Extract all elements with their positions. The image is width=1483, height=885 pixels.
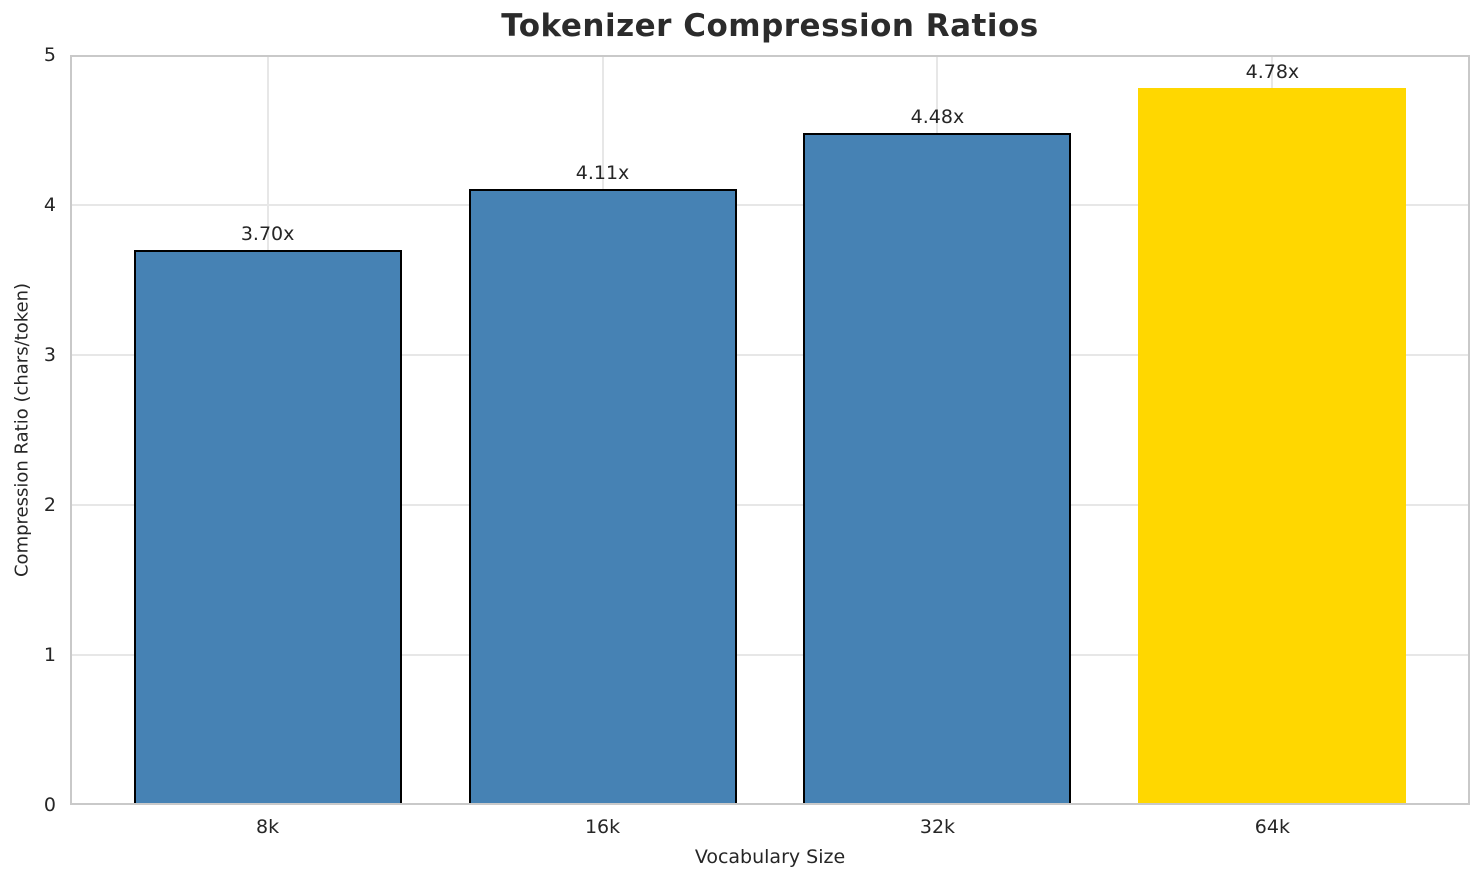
bar-value-label: 4.48x [910, 106, 965, 128]
bar [803, 133, 1072, 805]
gridline-horizontal [70, 204, 1470, 206]
y-axis-label: Compression Ratio (chars/token) [11, 282, 33, 578]
y-tick-label: 3 [43, 344, 56, 366]
x-tick-label: 64k [1254, 816, 1290, 838]
gridline-horizontal [70, 504, 1470, 506]
y-tick-label: 2 [43, 494, 56, 516]
gridline-horizontal [70, 654, 1470, 656]
x-tick-label: 16k [584, 816, 621, 838]
bar-value-label: 4.78x [1245, 61, 1300, 83]
bar [133, 250, 402, 805]
chart-title: Tokenizer Compression Ratios [501, 8, 1039, 44]
gridline-horizontal [70, 354, 1470, 356]
bar [468, 188, 737, 805]
bar [1138, 88, 1407, 805]
y-tick-label: 1 [43, 644, 56, 666]
bar-value-label: 3.70x [240, 223, 295, 245]
bar-value-label: 4.11x [575, 161, 630, 184]
plot-area: 3.70x 4.11x 4.48x 4.78x [70, 55, 1470, 805]
y-tick-label: 0 [43, 794, 56, 816]
x-axis-label: Vocabulary Size [694, 846, 846, 868]
x-tick-label: 32k [919, 816, 956, 838]
y-tick-label: 4 [43, 194, 56, 216]
y-tick-label: 5 [43, 44, 56, 66]
x-tick-label: 8k [256, 816, 280, 838]
